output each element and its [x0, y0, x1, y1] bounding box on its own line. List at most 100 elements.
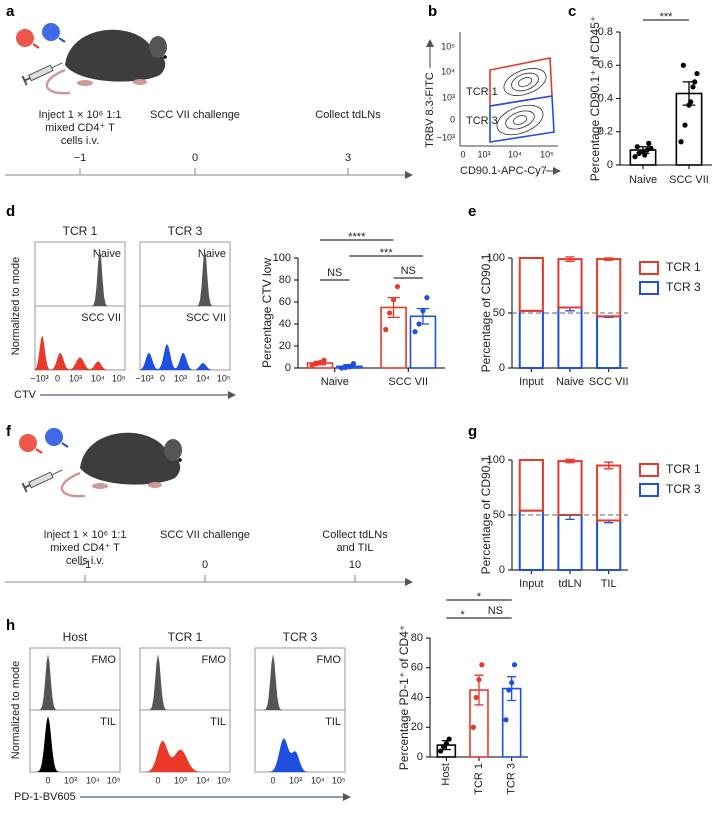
panel-label: b	[428, 3, 437, 20]
data-point	[479, 662, 485, 668]
y-tick-label: 80	[279, 274, 291, 286]
error-bar	[604, 257, 614, 261]
bar-segment	[557, 514, 583, 571]
y-tick-label: 40	[279, 318, 291, 330]
tick-label: 0	[460, 149, 465, 159]
y-tick-label: 0	[285, 362, 291, 374]
significance-label: *	[461, 609, 466, 621]
event-text: cells i.v.	[61, 135, 99, 147]
row-label: FMO	[202, 654, 227, 666]
error-bar	[343, 364, 356, 369]
row-label: Naive	[93, 248, 121, 260]
tick-label: 0	[155, 775, 160, 785]
histogram	[140, 343, 230, 370]
bar-segment	[596, 519, 622, 571]
x-tick-label: Naive	[321, 376, 349, 388]
significance-label: NS	[401, 265, 416, 277]
axis-label: Percentage of CD90.1	[479, 455, 493, 574]
bar-segment	[557, 258, 583, 309]
data-point	[682, 122, 688, 128]
contour	[496, 104, 544, 136]
event-text: Inject 1 × 10⁶ 1:1	[43, 529, 126, 541]
tick-label: 0	[450, 114, 455, 124]
legend-swatch	[639, 281, 659, 295]
significance-label: ***	[380, 247, 394, 259]
y-tick-label: 50	[493, 509, 505, 521]
error-bar	[416, 307, 430, 325]
legend-label: TCR 1	[666, 260, 701, 274]
tick-label: 0	[55, 373, 60, 383]
tick-label: 10⁴	[86, 775, 100, 785]
data-point	[694, 70, 700, 77]
tick-label: −10³	[437, 132, 455, 142]
histogram	[140, 740, 230, 772]
tick-label: 10⁴	[91, 373, 105, 383]
legend-label: TCR 1	[666, 462, 701, 476]
contour	[503, 68, 547, 96]
panel-label: h	[6, 617, 15, 634]
histogram	[255, 654, 345, 710]
axis-label: CTV	[14, 389, 37, 401]
bar-segment	[518, 509, 544, 572]
histogram	[140, 248, 230, 306]
cells-icon	[18, 427, 69, 454]
event-text: Collect tdLNs	[315, 109, 381, 121]
data-point	[424, 295, 430, 301]
y-tick-label: 80	[411, 632, 423, 644]
sample-title: TCR 1	[168, 630, 203, 644]
significance-label: ***	[660, 11, 674, 23]
x-tick-label: TIL	[601, 578, 617, 590]
bar-segment	[596, 464, 622, 522]
y-tick-label: 100	[487, 252, 505, 264]
sample-title: TCR 3	[283, 630, 318, 644]
mouse-icon	[60, 431, 184, 498]
y-tick-label: 100	[487, 454, 505, 466]
error-bar	[474, 674, 484, 706]
tick-label: 10⁴	[441, 66, 455, 76]
tick-label: 10³	[64, 775, 77, 785]
data-point	[470, 724, 476, 730]
event-text: mixed CD4⁺ T	[45, 122, 115, 134]
x-tick-label: SCC VII	[388, 376, 428, 388]
tick-label: 10⁵	[112, 373, 126, 383]
data-point	[632, 154, 638, 160]
y-tick-label: 0	[499, 564, 505, 576]
data-point	[678, 139, 684, 145]
x-tick-label: TCR 1	[473, 763, 485, 795]
histogram	[30, 716, 120, 772]
axis-label: TRBV 8.3-FITC	[424, 72, 436, 148]
event-text: and TIL	[336, 542, 373, 554]
x-tick-label: SCC VII	[669, 174, 709, 186]
tick-label: −10³	[135, 373, 153, 383]
error-bar	[636, 146, 650, 155]
gate-label: TCR 3	[466, 115, 498, 127]
row-label: SCC VII	[186, 312, 226, 324]
day-label: 10	[349, 559, 361, 571]
error-bar	[604, 461, 614, 470]
data-point	[646, 140, 652, 146]
y-tick-label: 60	[411, 662, 423, 674]
panel-label: g	[468, 423, 477, 440]
sample-title: Host	[63, 630, 88, 644]
error-bar	[313, 360, 327, 366]
bar-segment	[596, 315, 622, 369]
data-point	[473, 694, 479, 701]
panel-label: c	[568, 3, 576, 20]
panel-label: f	[6, 423, 12, 440]
significance-label: ****	[348, 231, 366, 243]
significance-label: *	[477, 591, 482, 603]
gate-label: TCR 1	[466, 86, 498, 98]
error-bar	[682, 81, 696, 106]
data-point	[387, 310, 393, 316]
panel-label: a	[6, 3, 15, 20]
y-tick-label: 0	[607, 159, 613, 171]
tick-label: 0	[160, 373, 165, 383]
tick-label: 10⁴	[196, 373, 210, 383]
y-tick-label: 20	[411, 721, 423, 733]
x-tick-label: tdLN	[558, 578, 581, 590]
data-point	[680, 62, 686, 68]
tick-label: 10⁴	[508, 149, 522, 159]
y-tick-label: 0	[499, 362, 505, 374]
data-point	[644, 147, 650, 153]
